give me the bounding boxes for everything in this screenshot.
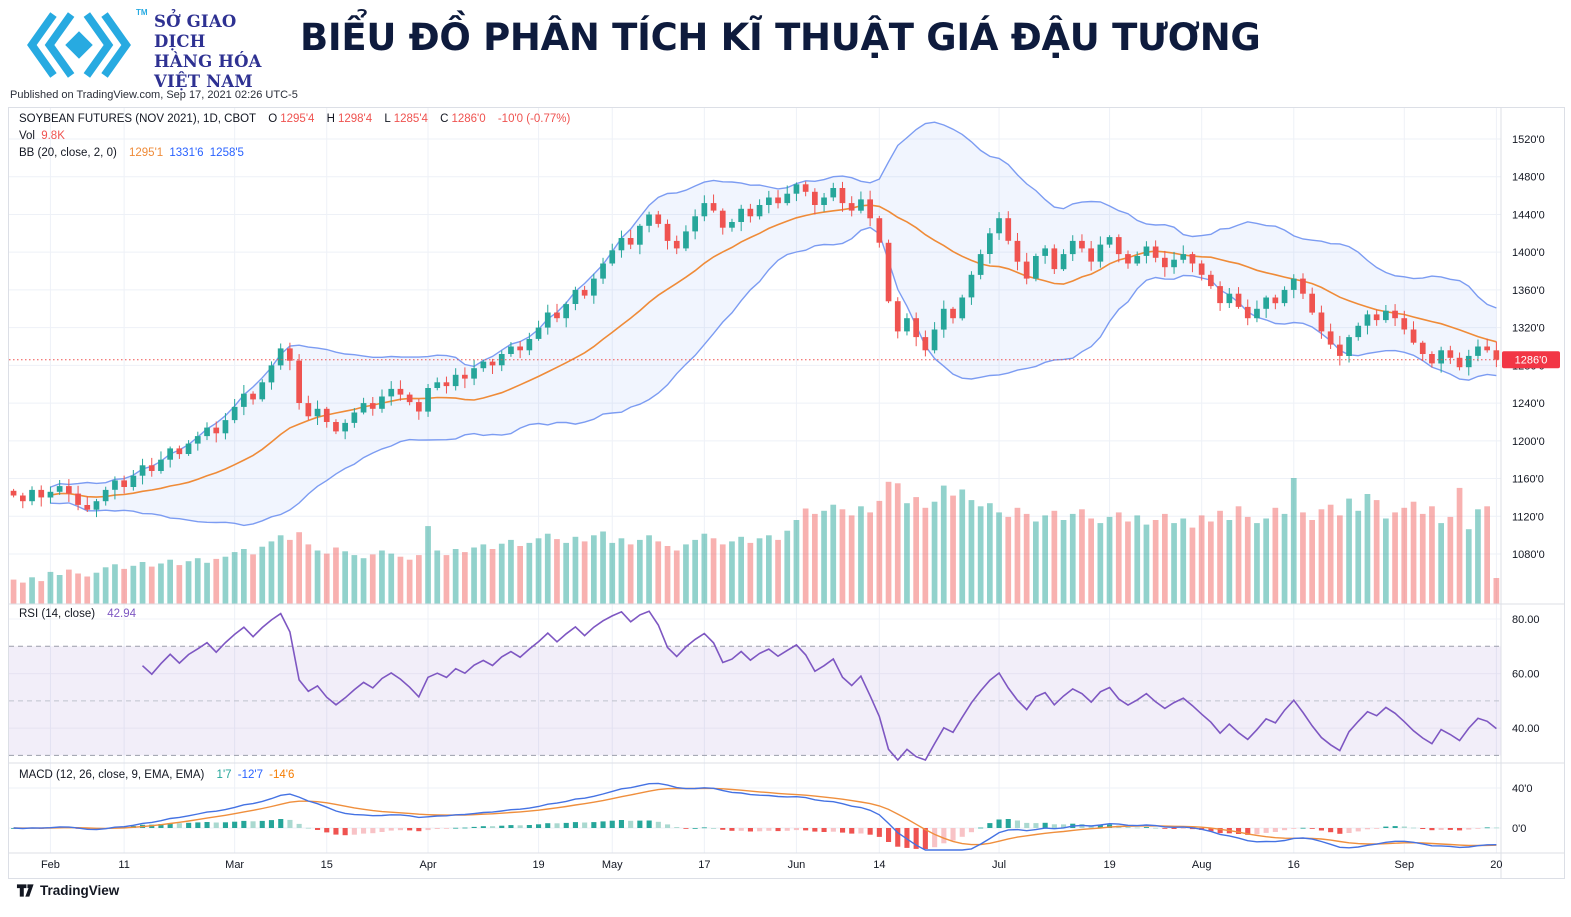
svg-text:1080'0: 1080'0 (1512, 549, 1545, 561)
trademark: TM (136, 8, 148, 17)
price-chart[interactable]: 1520'01480'01440'01400'01360'01320'01280… (9, 108, 1564, 878)
open-label: O (268, 113, 278, 125)
svg-text:Aug: Aug (1192, 859, 1212, 871)
macd-hist-value: 1'7 (216, 769, 232, 781)
low-value: 1285'4 (393, 113, 428, 125)
svg-text:1286'0: 1286'0 (1515, 355, 1548, 367)
svg-text:Mar: Mar (225, 859, 244, 871)
volume-value: 9.8K (41, 130, 65, 142)
bollinger-upper-value: 1331'6 (169, 147, 204, 159)
svg-text:16: 16 (1288, 859, 1300, 871)
open-value: 1295'4 (280, 113, 315, 125)
high-label: H (326, 113, 335, 125)
rsi-value: 42.94 (107, 608, 137, 620)
svg-text:20: 20 (1490, 859, 1502, 871)
volume-label: Vol (19, 130, 35, 142)
macd-label: MACD (12, 26, close, 9, EMA, EMA) (19, 769, 205, 781)
logo-text-line1: SỞ GIAO DỊCH (154, 12, 237, 52)
macd-line-value: -12'7 (237, 769, 263, 781)
logo-text: SỞ GIAO DỊCH HÀNG HÓA VIỆT NAM (154, 12, 284, 93)
svg-text:1520'0: 1520'0 (1512, 134, 1545, 146)
mxv-logo-icon (27, 12, 131, 78)
rsi-label: RSI (14, close) (19, 608, 96, 620)
header: TM SỞ GIAO DỊCH HÀNG HÓA VIỆT NAM BIỂU Đ… (0, 0, 1571, 91)
svg-text:1160'0: 1160'0 (1512, 474, 1544, 486)
change-value: -10'0 (-0.77%) (497, 113, 571, 125)
close-value: 1286'0 (451, 113, 486, 125)
macd-legend[interactable]: MACD (12, 26, close, 9, EMA, EMA) 1'7 -1… (19, 769, 297, 781)
bollinger-basis-value: 1295'1 (129, 147, 164, 159)
symbol-name[interactable]: SOYBEAN FUTURES (NOV 2021), 1D, CBOT (19, 113, 257, 125)
svg-text:Apr: Apr (419, 859, 436, 871)
svg-text:40'0: 40'0 (1512, 783, 1532, 795)
svg-text:1240'0: 1240'0 (1512, 398, 1545, 410)
svg-text:Jul: Jul (992, 859, 1006, 871)
svg-text:1120'0: 1120'0 (1512, 511, 1544, 523)
symbol-legend[interactable]: SOYBEAN FUTURES (NOV 2021), 1D, CBOT O 12… (19, 113, 573, 125)
svg-text:May: May (602, 859, 623, 871)
svg-text:11: 11 (118, 859, 129, 871)
svg-text:15: 15 (321, 859, 333, 871)
svg-text:Feb: Feb (41, 859, 60, 871)
close-label: C (440, 113, 449, 125)
svg-text:1360'0: 1360'0 (1512, 285, 1545, 297)
svg-text:1480'0: 1480'0 (1512, 172, 1545, 184)
page-title: BIỂU ĐỒ PHÂN TÍCH KĨ THUẬT GIÁ ĐẬU TƯƠNG (300, 16, 1261, 59)
svg-text:Jun: Jun (788, 859, 806, 871)
svg-text:1200'0: 1200'0 (1512, 436, 1545, 448)
high-value: 1298'4 (337, 113, 373, 125)
svg-text:14: 14 (873, 859, 885, 871)
mxv-logo: TM SỞ GIAO DỊCH HÀNG HÓA VIỆT NAM (24, 6, 284, 91)
bollinger-label: BB (20, close, 2, 0) (19, 147, 117, 159)
svg-text:19: 19 (532, 859, 544, 871)
bollinger-legend[interactable]: BB (20, close, 2, 0) 1295'1 1331'6 1258'… (19, 147, 247, 159)
volume-legend[interactable]: Vol 9.8K (19, 130, 68, 142)
svg-text:80.00: 80.00 (1512, 614, 1540, 626)
svg-text:Sep: Sep (1395, 859, 1415, 871)
svg-text:60.00: 60.00 (1512, 669, 1540, 681)
svg-text:1400'0: 1400'0 (1512, 247, 1545, 259)
chart-container[interactable]: 1520'01480'01440'01400'01360'01320'01280… (8, 107, 1565, 879)
tradingview-icon (16, 884, 34, 897)
svg-text:17: 17 (698, 859, 710, 871)
tradingview-label: TradingView (40, 883, 120, 898)
rsi-legend[interactable]: RSI (14, close) 42.94 (19, 608, 139, 620)
logo-text-line3: VIỆT NAM (154, 72, 253, 92)
low-label: L (384, 113, 391, 125)
tradingview-watermark[interactable]: TradingView (16, 883, 119, 898)
published-line: Published on TradingView.com, Sep 17, 20… (10, 89, 298, 101)
logo-text-line2: HÀNG HÓA (154, 52, 262, 72)
svg-text:1320'0: 1320'0 (1512, 323, 1545, 335)
bollinger-lower-value: 1258'5 (209, 147, 244, 159)
svg-text:40.00: 40.00 (1512, 723, 1540, 735)
svg-text:1440'0: 1440'0 (1512, 209, 1545, 221)
svg-text:0'0: 0'0 (1512, 823, 1526, 835)
macd-signal-value: -14'6 (269, 769, 295, 781)
svg-text:19: 19 (1103, 859, 1115, 871)
